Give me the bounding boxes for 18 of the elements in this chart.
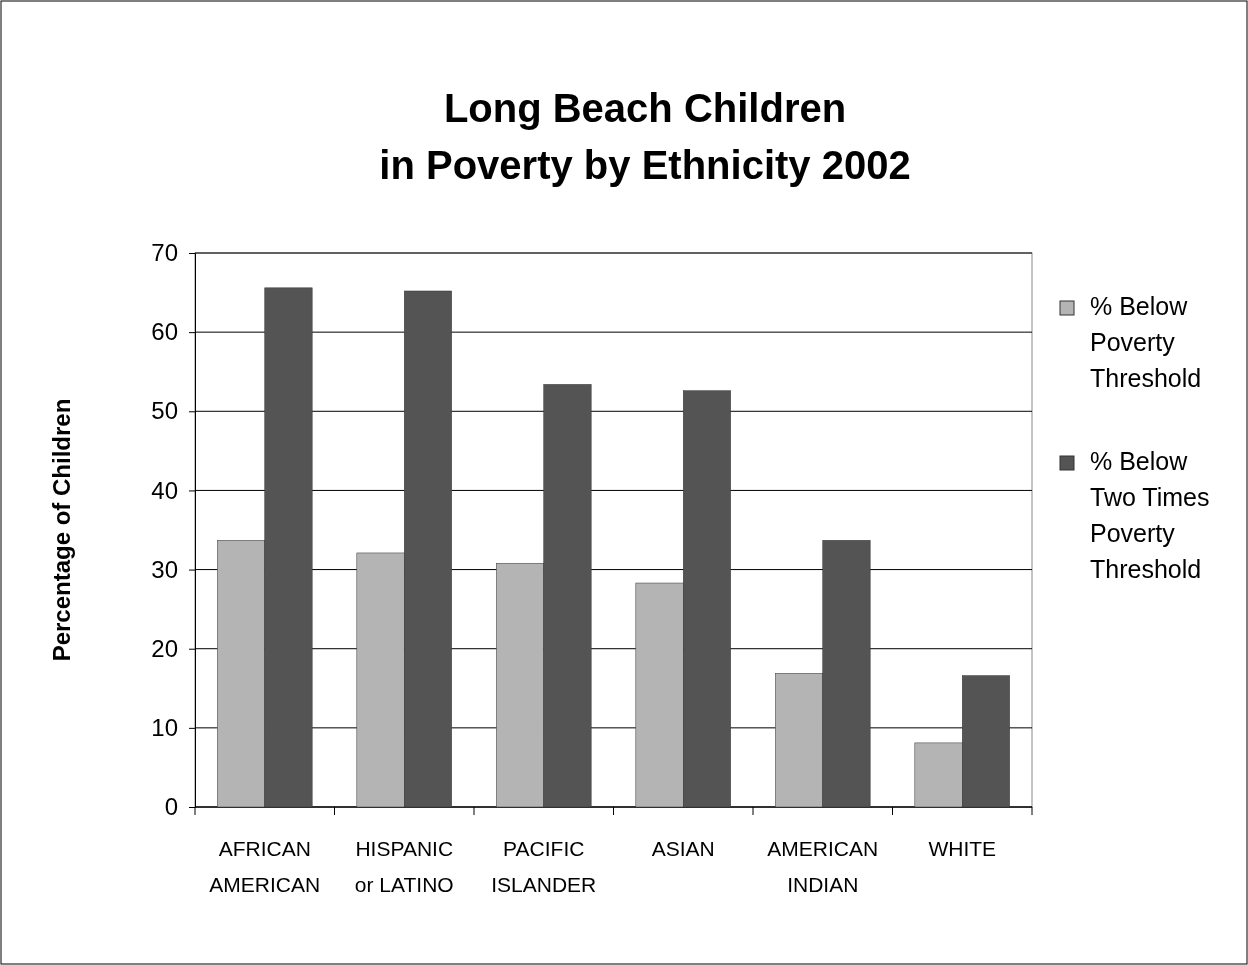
x-tick-label: PACIFIC ISLANDER: [491, 837, 597, 896]
x-tick-label: HISPANIC or LATINO: [354, 837, 454, 896]
x-tick-label: ASIAN: [651, 837, 715, 860]
y-tick-label: 10: [151, 714, 178, 742]
y-tick-label: 70: [151, 239, 178, 267]
y-axis-title: Percentage of Children: [48, 398, 75, 662]
y-tick-label: 50: [151, 397, 178, 425]
chart-title: Long Beach Children in Poverty by Ethnicity 2002: [379, 86, 911, 187]
x-tick-label: AFRICAN AMERICAN: [209, 837, 321, 896]
y-tick-label: 20: [151, 634, 178, 662]
x-tick-label: AMERICAN INDIAN: [767, 837, 879, 896]
legend-label: % Below Poverty Threshold: [1090, 292, 1202, 392]
y-tick-label: 0: [164, 793, 178, 821]
x-tick-label: WHITE: [928, 837, 997, 860]
y-tick-label: 40: [151, 476, 178, 504]
y-tick-label: 30: [151, 555, 178, 583]
y-tick-label: 60: [151, 318, 178, 346]
legend-label: % Below Two Times Poverty Threshold: [1090, 447, 1210, 583]
